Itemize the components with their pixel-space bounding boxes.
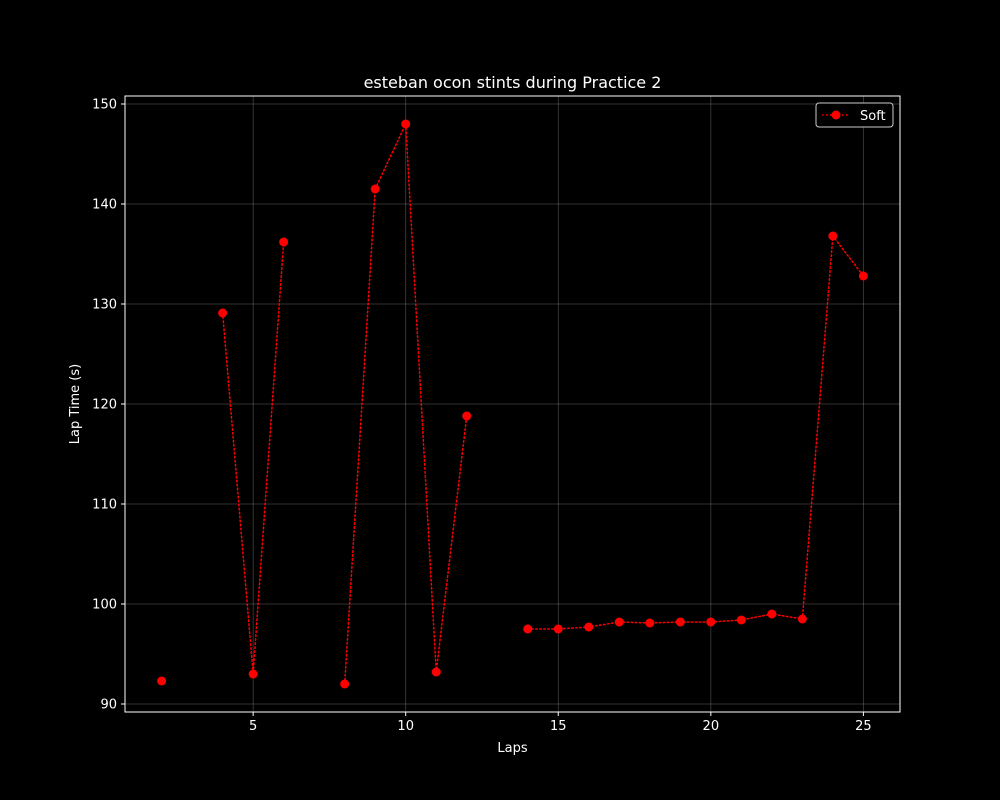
data-point bbox=[767, 609, 777, 619]
data-point bbox=[248, 669, 258, 679]
series-layer bbox=[157, 119, 868, 689]
y-tick-label: 110 bbox=[92, 498, 117, 513]
y-tick-label: 100 bbox=[92, 598, 117, 613]
data-point bbox=[614, 617, 624, 627]
data-point bbox=[736, 615, 746, 625]
y-tick-label: 130 bbox=[92, 298, 117, 313]
x-tick-label: 10 bbox=[397, 719, 414, 734]
x-tick-label: 20 bbox=[703, 719, 720, 734]
data-point bbox=[675, 617, 685, 627]
data-point bbox=[553, 624, 563, 634]
data-point bbox=[157, 676, 167, 686]
chart-title: esteban ocon stints during Practice 2 bbox=[364, 73, 662, 92]
data-point bbox=[706, 617, 716, 627]
x-tick-label: 25 bbox=[855, 719, 872, 734]
data-point bbox=[797, 614, 807, 624]
x-tick-label: 5 bbox=[249, 719, 257, 734]
data-point bbox=[340, 679, 350, 689]
data-point bbox=[462, 411, 472, 421]
data-point bbox=[858, 271, 868, 281]
data-point bbox=[401, 119, 411, 129]
x-tick-label: 15 bbox=[550, 719, 567, 734]
data-point bbox=[218, 308, 228, 318]
grid bbox=[125, 96, 900, 712]
data-point bbox=[431, 667, 441, 677]
data-point bbox=[584, 622, 594, 632]
data-point bbox=[828, 231, 838, 241]
legend: Soft bbox=[815, 102, 894, 128]
legend-label-soft: Soft bbox=[860, 109, 886, 124]
legend-box bbox=[815, 102, 894, 128]
legend-marker bbox=[831, 110, 841, 120]
series-line-segment bbox=[527, 233, 865, 630]
y-axis-label: Lap Time (s) bbox=[68, 364, 83, 444]
y-tick-label: 140 bbox=[92, 198, 117, 213]
axis-ticks: 5 10 15 20 25 90 100 110 120 130 140 150 bbox=[92, 98, 871, 735]
data-point bbox=[370, 184, 380, 194]
data-point bbox=[523, 624, 533, 634]
y-tick-label: 90 bbox=[100, 698, 117, 713]
y-tick-label: 120 bbox=[92, 398, 117, 413]
series-line-segment bbox=[221, 241, 285, 675]
data-point bbox=[279, 237, 289, 247]
x-axis-label: Laps bbox=[497, 741, 527, 756]
data-point bbox=[645, 618, 655, 628]
y-tick-label: 150 bbox=[92, 98, 117, 113]
